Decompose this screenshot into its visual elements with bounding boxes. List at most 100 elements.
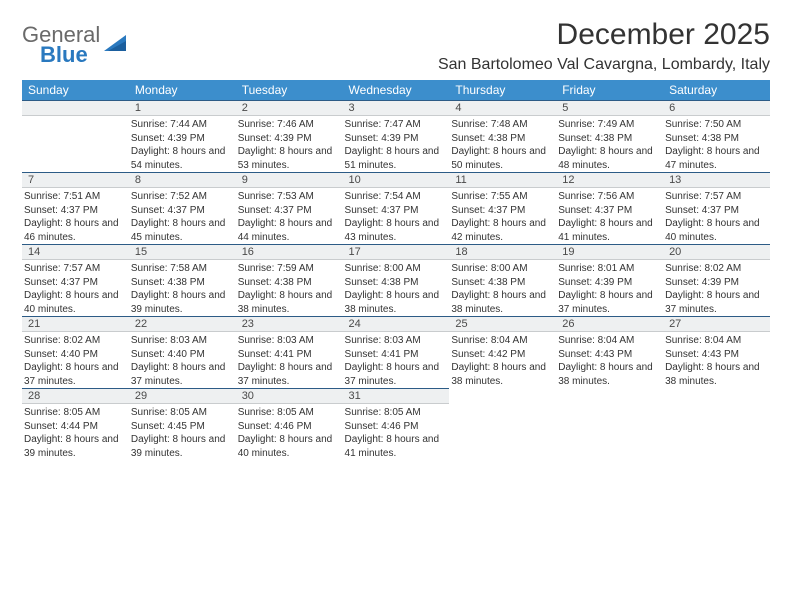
sunset-text: Sunset: 4:41 PM	[238, 348, 341, 362]
day-info: Sunrise: 8:03 AMSunset: 4:41 PMDaylight:…	[343, 332, 450, 388]
day-number: 31	[343, 388, 450, 404]
calendar-day-cell: 20Sunrise: 8:02 AMSunset: 4:39 PMDayligh…	[663, 244, 770, 316]
calendar-day-cell	[663, 388, 770, 460]
day-info: Sunrise: 7:47 AMSunset: 4:39 PMDaylight:…	[343, 116, 450, 172]
day-info: Sunrise: 7:57 AMSunset: 4:37 PMDaylight:…	[22, 260, 129, 316]
daylight-text: Daylight: 8 hours and 44 minutes.	[238, 217, 341, 244]
calendar-day-cell: 7Sunrise: 7:51 AMSunset: 4:37 PMDaylight…	[22, 172, 129, 244]
daylight-text: Daylight: 8 hours and 54 minutes.	[131, 145, 234, 172]
weekday-header: Thursday	[449, 80, 556, 100]
day-info: Sunrise: 8:05 AMSunset: 4:45 PMDaylight:…	[129, 404, 236, 460]
sunrise-text: Sunrise: 8:02 AM	[24, 334, 127, 348]
day-number: 24	[343, 316, 450, 332]
daylight-text: Daylight: 8 hours and 43 minutes.	[345, 217, 448, 244]
weekday-header: Sunday	[22, 80, 129, 100]
title-block: December 2025 San Bartolomeo Val Cavargn…	[438, 18, 770, 74]
sunrise-text: Sunrise: 7:55 AM	[451, 190, 554, 204]
brand-logo: General Blue	[22, 18, 130, 66]
sunset-text: Sunset: 4:38 PM	[238, 276, 341, 290]
daylight-text: Daylight: 8 hours and 40 minutes.	[238, 433, 341, 460]
calendar-day-cell: 31Sunrise: 8:05 AMSunset: 4:46 PMDayligh…	[343, 388, 450, 460]
day-number: 10	[343, 172, 450, 188]
calendar-day-cell: 16Sunrise: 7:59 AMSunset: 4:38 PMDayligh…	[236, 244, 343, 316]
sunset-text: Sunset: 4:40 PM	[131, 348, 234, 362]
day-number: 30	[236, 388, 343, 404]
calendar-day-cell: 27Sunrise: 8:04 AMSunset: 4:43 PMDayligh…	[663, 316, 770, 388]
daylight-text: Daylight: 8 hours and 45 minutes.	[131, 217, 234, 244]
sunset-text: Sunset: 4:39 PM	[238, 132, 341, 146]
day-number: 18	[449, 244, 556, 260]
sunrise-text: Sunrise: 8:04 AM	[558, 334, 661, 348]
day-info: Sunrise: 7:52 AMSunset: 4:37 PMDaylight:…	[129, 188, 236, 244]
day-number: 22	[129, 316, 236, 332]
brand-triangle-icon	[104, 33, 130, 60]
calendar-day-cell: 28Sunrise: 8:05 AMSunset: 4:44 PMDayligh…	[22, 388, 129, 460]
sunrise-text: Sunrise: 8:02 AM	[665, 262, 768, 276]
daylight-text: Daylight: 8 hours and 48 minutes.	[558, 145, 661, 172]
sunrise-text: Sunrise: 7:44 AM	[131, 118, 234, 132]
day-info: Sunrise: 7:48 AMSunset: 4:38 PMDaylight:…	[449, 116, 556, 172]
sunrise-text: Sunrise: 7:57 AM	[665, 190, 768, 204]
calendar-day-cell: 13Sunrise: 7:57 AMSunset: 4:37 PMDayligh…	[663, 172, 770, 244]
sunrise-text: Sunrise: 7:54 AM	[345, 190, 448, 204]
day-info: Sunrise: 7:46 AMSunset: 4:39 PMDaylight:…	[236, 116, 343, 172]
calendar-day-cell	[556, 388, 663, 460]
daylight-text: Daylight: 8 hours and 37 minutes.	[238, 361, 341, 388]
day-info: Sunrise: 8:00 AMSunset: 4:38 PMDaylight:…	[449, 260, 556, 316]
sunrise-text: Sunrise: 8:05 AM	[238, 406, 341, 420]
sunset-text: Sunset: 4:43 PM	[558, 348, 661, 362]
daylight-text: Daylight: 8 hours and 50 minutes.	[451, 145, 554, 172]
daylight-text: Daylight: 8 hours and 47 minutes.	[665, 145, 768, 172]
sunrise-text: Sunrise: 8:04 AM	[451, 334, 554, 348]
sunset-text: Sunset: 4:37 PM	[24, 276, 127, 290]
daylight-text: Daylight: 8 hours and 38 minutes.	[451, 361, 554, 388]
sunset-text: Sunset: 4:46 PM	[345, 420, 448, 434]
day-number: 7	[22, 172, 129, 188]
day-number: 9	[236, 172, 343, 188]
calendar-week-row: 28Sunrise: 8:05 AMSunset: 4:44 PMDayligh…	[22, 388, 770, 460]
sunrise-text: Sunrise: 7:50 AM	[665, 118, 768, 132]
sunrise-text: Sunrise: 8:03 AM	[131, 334, 234, 348]
sunset-text: Sunset: 4:38 PM	[451, 132, 554, 146]
day-info: Sunrise: 7:57 AMSunset: 4:37 PMDaylight:…	[663, 188, 770, 244]
calendar-week-row: 21Sunrise: 8:02 AMSunset: 4:40 PMDayligh…	[22, 316, 770, 388]
calendar-day-cell: 22Sunrise: 8:03 AMSunset: 4:40 PMDayligh…	[129, 316, 236, 388]
sunset-text: Sunset: 4:37 PM	[345, 204, 448, 218]
calendar-day-cell: 19Sunrise: 8:01 AMSunset: 4:39 PMDayligh…	[556, 244, 663, 316]
sunrise-text: Sunrise: 8:05 AM	[131, 406, 234, 420]
day-info: Sunrise: 8:01 AMSunset: 4:39 PMDaylight:…	[556, 260, 663, 316]
sunrise-text: Sunrise: 8:01 AM	[558, 262, 661, 276]
daylight-text: Daylight: 8 hours and 41 minutes.	[558, 217, 661, 244]
calendar-day-cell: 14Sunrise: 7:57 AMSunset: 4:37 PMDayligh…	[22, 244, 129, 316]
day-info: Sunrise: 7:59 AMSunset: 4:38 PMDaylight:…	[236, 260, 343, 316]
day-number: 20	[663, 244, 770, 260]
day-info: Sunrise: 8:04 AMSunset: 4:42 PMDaylight:…	[449, 332, 556, 388]
sunset-text: Sunset: 4:37 PM	[24, 204, 127, 218]
calendar-day-cell: 11Sunrise: 7:55 AMSunset: 4:37 PMDayligh…	[449, 172, 556, 244]
day-info: Sunrise: 7:53 AMSunset: 4:37 PMDaylight:…	[236, 188, 343, 244]
day-number: 2	[236, 100, 343, 116]
sunrise-text: Sunrise: 8:03 AM	[238, 334, 341, 348]
sunrise-text: Sunrise: 7:49 AM	[558, 118, 661, 132]
sunrise-text: Sunrise: 8:04 AM	[665, 334, 768, 348]
sunrise-text: Sunrise: 7:47 AM	[345, 118, 448, 132]
sunrise-text: Sunrise: 7:52 AM	[131, 190, 234, 204]
day-info: Sunrise: 7:58 AMSunset: 4:38 PMDaylight:…	[129, 260, 236, 316]
daylight-text: Daylight: 8 hours and 38 minutes.	[558, 361, 661, 388]
day-number: 3	[343, 100, 450, 116]
day-number: 12	[556, 172, 663, 188]
day-number: 29	[129, 388, 236, 404]
calendar-day-cell: 23Sunrise: 8:03 AMSunset: 4:41 PMDayligh…	[236, 316, 343, 388]
daylight-text: Daylight: 8 hours and 38 minutes.	[238, 289, 341, 316]
calendar-day-cell: 17Sunrise: 8:00 AMSunset: 4:38 PMDayligh…	[343, 244, 450, 316]
sunset-text: Sunset: 4:46 PM	[238, 420, 341, 434]
sunrise-text: Sunrise: 7:48 AM	[451, 118, 554, 132]
sunrise-text: Sunrise: 7:51 AM	[24, 190, 127, 204]
sunrise-text: Sunrise: 8:03 AM	[345, 334, 448, 348]
sunset-text: Sunset: 4:37 PM	[665, 204, 768, 218]
day-number: 13	[663, 172, 770, 188]
sunrise-text: Sunrise: 7:46 AM	[238, 118, 341, 132]
day-number: 25	[449, 316, 556, 332]
calendar-day-cell: 10 Sunrise: 7:54 AMSunset: 4:37 PMDayligh…	[343, 172, 450, 244]
calendar-week-row: 7Sunrise: 7:51 AMSunset: 4:37 PMDaylight…	[22, 172, 770, 244]
